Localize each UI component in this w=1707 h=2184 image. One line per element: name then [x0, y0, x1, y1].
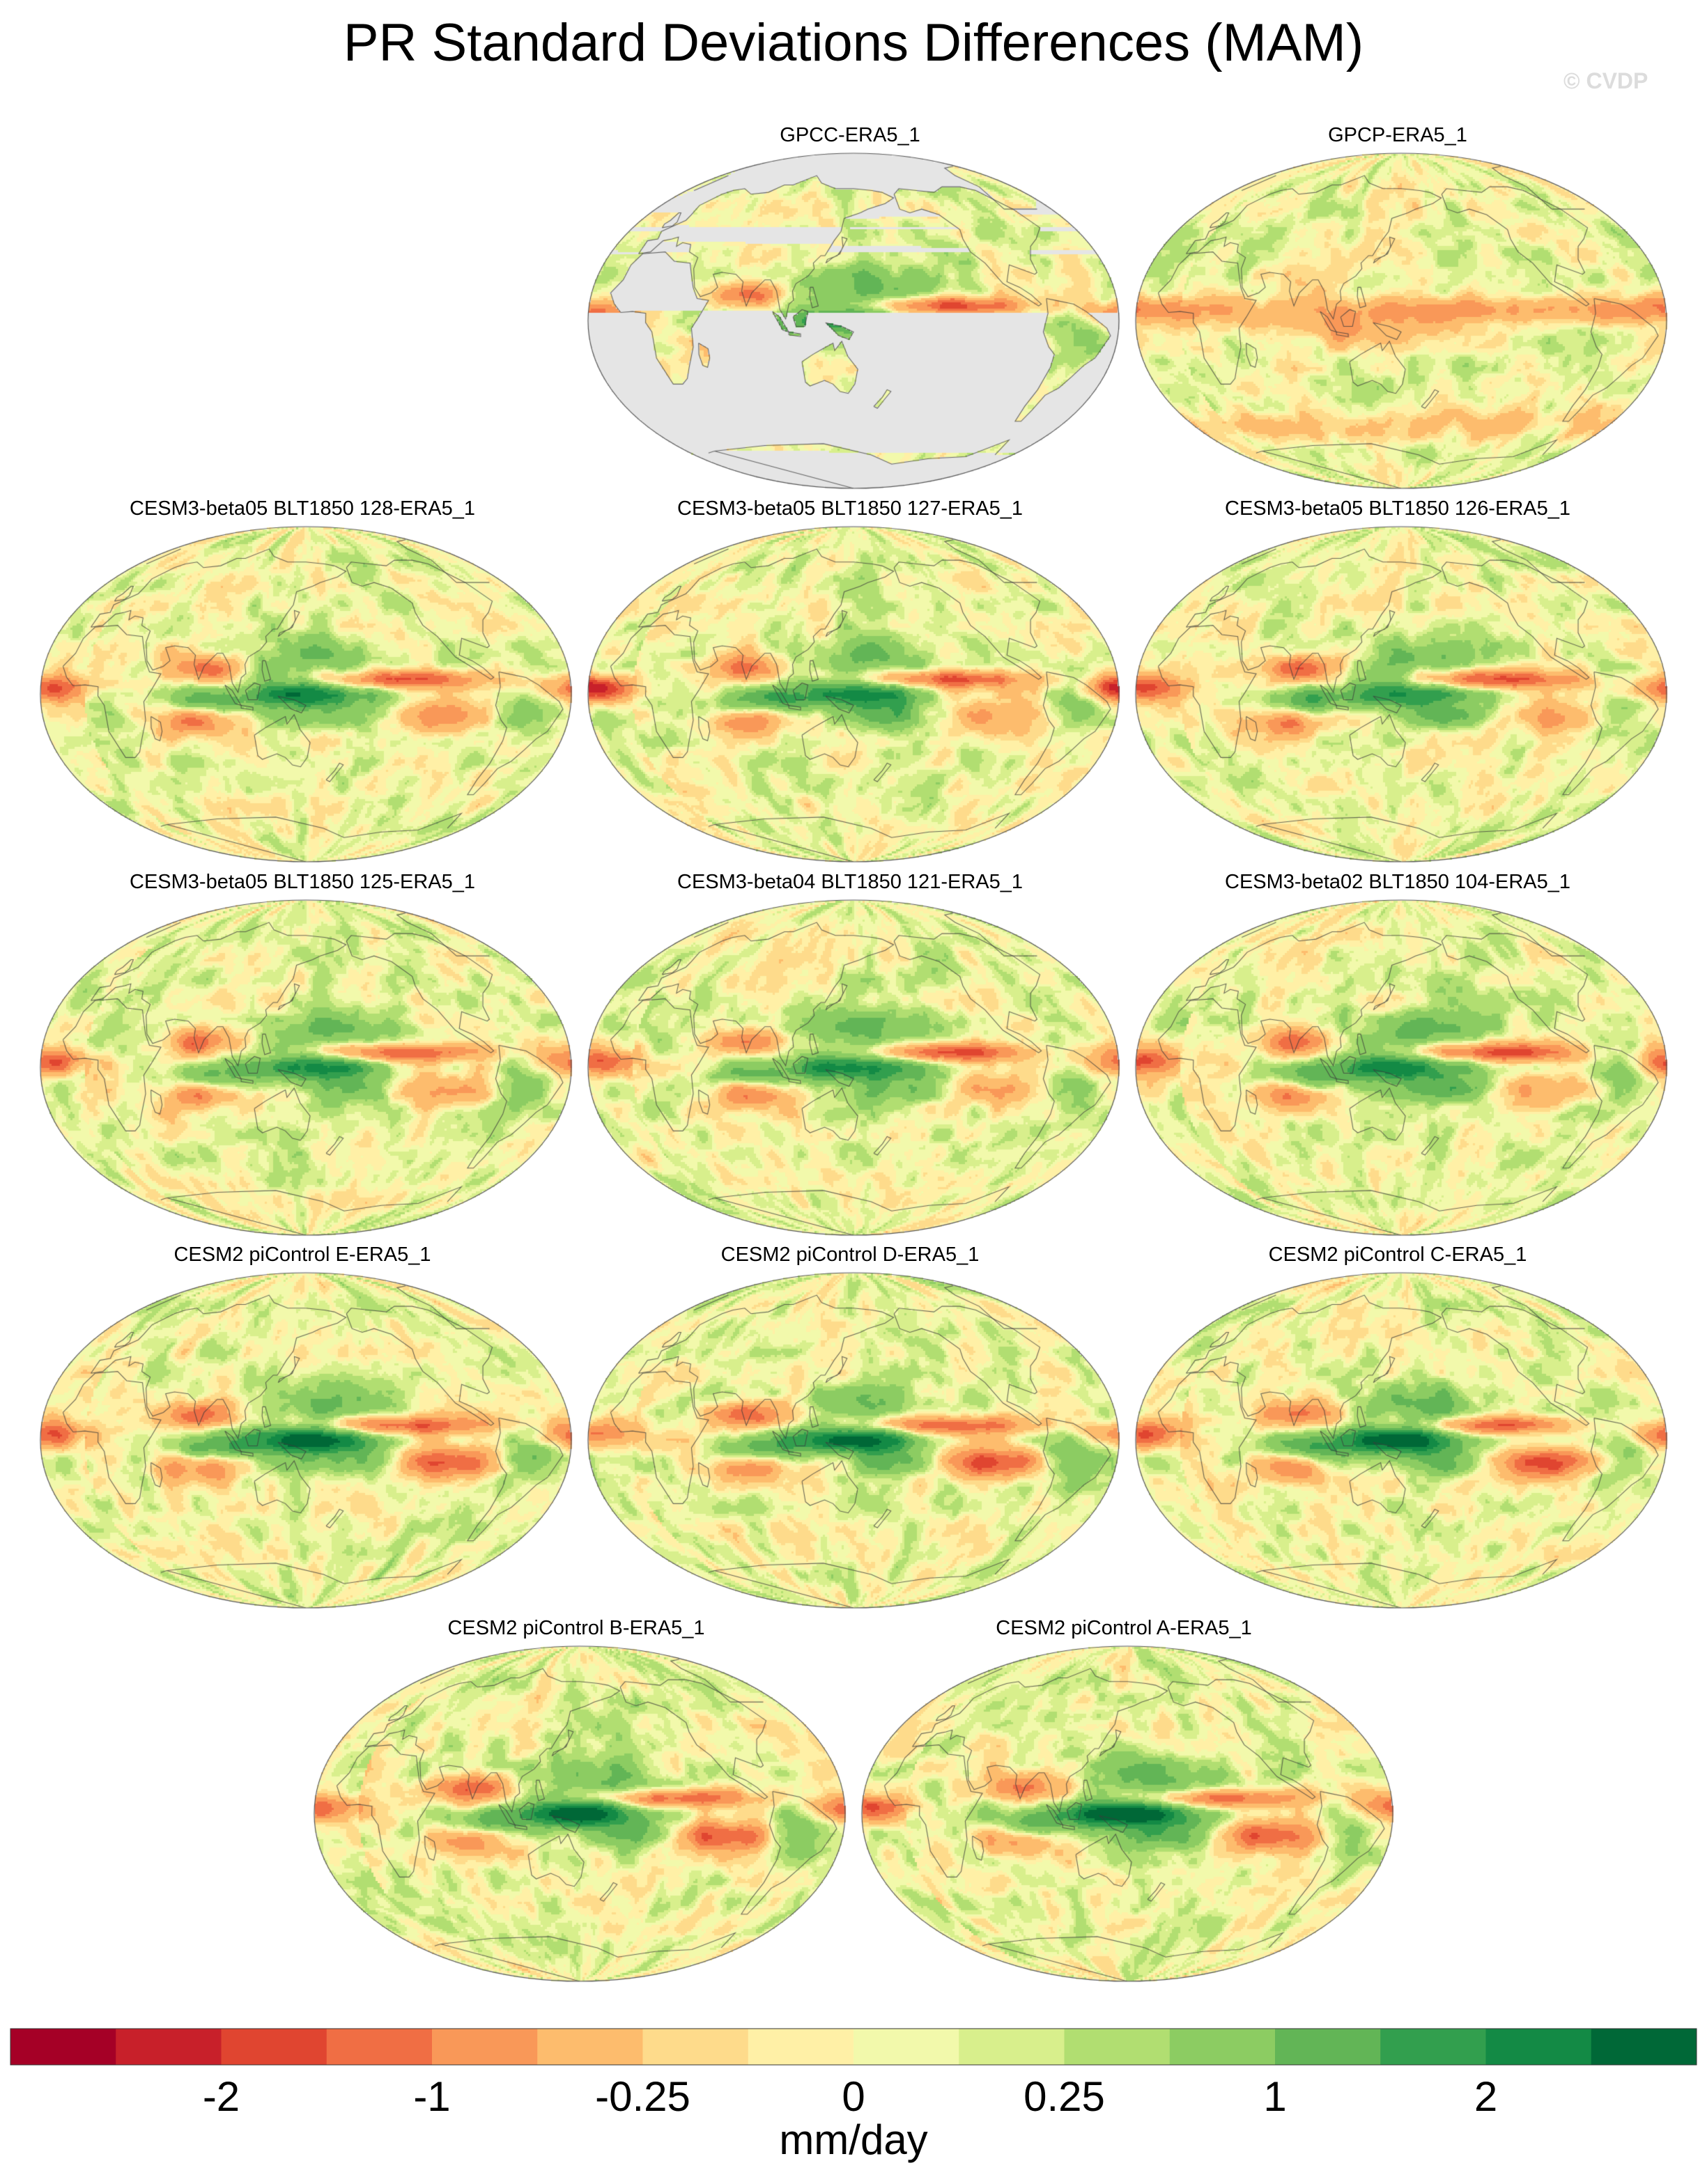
map-cesm2-d [587, 1271, 1120, 1609]
panel-10: CESM2 piControl D-ERA5_1 [578, 1244, 1122, 1613]
colorbar-box [1380, 2029, 1486, 2065]
panel-13: CESM2 piControl A-ERA5_1 [852, 1617, 1396, 1986]
colorbar: -2 -1 -0.25 0 0.25 1 2 mm/day [10, 2028, 1697, 2163]
map-gpcc-era5 [587, 152, 1120, 490]
panel-title: CESM3-beta05 BLT1850 128-ERA5_1 [130, 497, 475, 520]
colorbar-box [537, 2029, 643, 2065]
colorbar-box [854, 2029, 959, 2065]
colorbar-tick-label: 0.25 [1024, 2073, 1105, 2120]
panel-4: CESM3-beta05 BLT1850 127-ERA5_1 [578, 497, 1122, 867]
panel-title: CESM2 piControl D-ERA5_1 [720, 1244, 980, 1266]
panel-5: CESM3-beta05 BLT1850 126-ERA5_1 [1126, 497, 1669, 867]
colorbar-unit-label: mm/day [779, 2116, 927, 2163]
colorbar-tick-label: 0 [842, 2073, 865, 2120]
map-cesm2-b [313, 1645, 847, 1983]
panel-title: CESM3-beta02 BLT1850 104-ERA5_1 [1225, 871, 1570, 893]
map-cesm3-126 [1134, 525, 1668, 863]
map-cesm2-c [1134, 1271, 1668, 1609]
panel-3: CESM3-beta05 BLT1850 128-ERA5_1 [31, 497, 574, 867]
panel-title: CESM2 piControl E-ERA5_1 [173, 1244, 431, 1266]
panel-title: CESM3-beta05 BLT1850 127-ERA5_1 [677, 497, 1023, 520]
map-cesm3-104 [1134, 899, 1668, 1237]
panel-9: CESM2 piControl E-ERA5_1 [31, 1244, 574, 1613]
map-cesm3-121 [587, 899, 1120, 1237]
map-cesm2-a [860, 1645, 1394, 1983]
colorbar-box [1591, 2029, 1697, 2065]
colorbar-tick-label: 1 [1263, 2073, 1286, 2120]
map-cesm2-e [39, 1271, 573, 1609]
panel-title: CESM2 piControl A-ERA5_1 [996, 1617, 1252, 1639]
colorbar-box [1485, 2029, 1592, 2065]
watermark: © CVDP [1563, 68, 1648, 93]
colorbar-box [1064, 2029, 1171, 2065]
colorbar-box [10, 2029, 116, 2065]
colorbar-frame [10, 2028, 1697, 2066]
panel-title: CESM2 piControl B-ERA5_1 [447, 1617, 705, 1639]
colorbar-box [1275, 2029, 1381, 2065]
page-title: PR Standard Deviations Differences (MAM) [343, 13, 1364, 72]
colorbar-box [748, 2029, 854, 2065]
colorbar-tick-label: -1 [413, 2073, 450, 2120]
panel-1: GPCC-ERA5_1 [578, 124, 1122, 493]
map-cesm3-128 [39, 525, 573, 863]
panel-title: CESM3-beta05 BLT1850 125-ERA5_1 [130, 871, 475, 893]
panel-8: CESM3-beta02 BLT1850 104-ERA5_1 [1126, 871, 1669, 1240]
colorbar-box [1169, 2029, 1276, 2065]
panel-11: CESM2 piControl C-ERA5_1 [1126, 1244, 1669, 1613]
panel-12: CESM2 piControl B-ERA5_1 [304, 1617, 848, 1986]
colorbar-box [432, 2029, 538, 2065]
colorbar-box [116, 2029, 222, 2065]
panel-title: CESM3-beta05 BLT1850 126-ERA5_1 [1225, 497, 1570, 520]
panel-7: CESM3-beta04 BLT1850 121-ERA5_1 [578, 871, 1122, 1240]
map-gpcp-era5 [1134, 152, 1668, 490]
map-cesm3-125 [39, 899, 573, 1237]
panel-2: GPCP-ERA5_1 [1126, 124, 1669, 493]
colorbar-box [221, 2029, 327, 2065]
panel-title: CESM3-beta04 BLT1850 121-ERA5_1 [677, 871, 1023, 893]
panel-title: CESM2 piControl C-ERA5_1 [1268, 1244, 1527, 1266]
panel-title: GPCP-ERA5_1 [1328, 124, 1467, 146]
colorbar-box [326, 2029, 433, 2065]
colorbar-tick-label: -2 [203, 2073, 240, 2120]
colorbar-box [959, 2029, 1065, 2065]
panel-title: GPCC-ERA5_1 [780, 124, 920, 146]
colorbar-tick-label: 2 [1474, 2073, 1497, 2120]
colorbar-box [642, 2029, 749, 2065]
map-cesm3-127 [587, 525, 1120, 863]
colorbar-tick-label: -0.25 [595, 2073, 690, 2120]
panel-6: CESM3-beta05 BLT1850 125-ERA5_1 [31, 871, 574, 1240]
